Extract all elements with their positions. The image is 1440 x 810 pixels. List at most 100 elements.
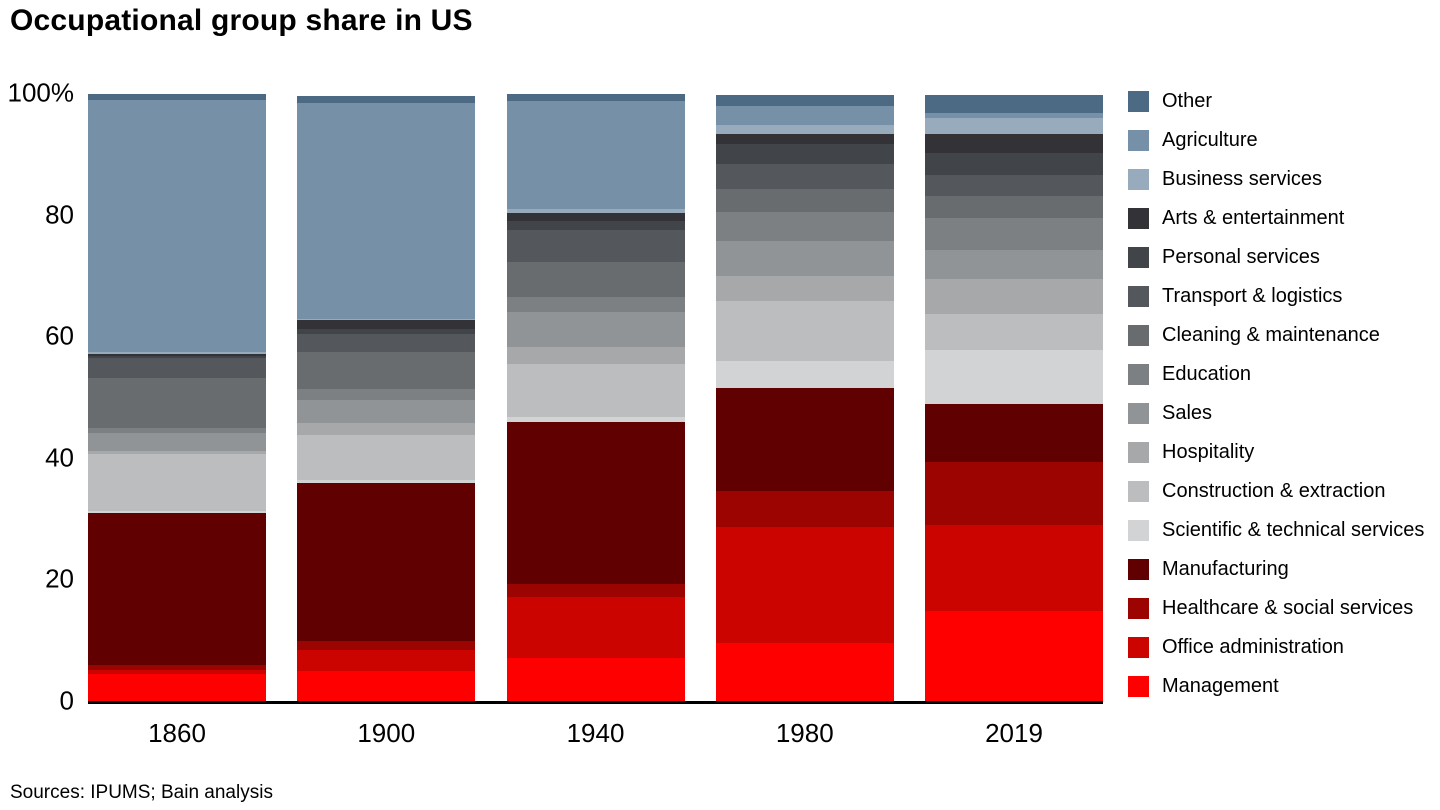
bar-segment — [715, 106, 894, 125]
y-tick-label-100: 100% — [7, 77, 75, 108]
bar-segment — [88, 358, 266, 379]
bar-segment — [715, 361, 894, 388]
bar-segment — [506, 261, 685, 297]
bar-segment — [925, 174, 1103, 197]
bar-segment — [88, 352, 266, 354]
bar-segment — [925, 196, 1103, 219]
legend-label: Office administration — [1162, 636, 1344, 658]
legend-item: Office administration — [1128, 636, 1428, 658]
legend-swatch-icon — [1128, 676, 1149, 697]
plot-area — [88, 93, 1103, 704]
legend-label: Education — [1162, 363, 1251, 385]
legend-item: Cleaning & maintenance — [1128, 324, 1428, 346]
legend-swatch-icon — [1128, 169, 1149, 190]
bar-segment — [297, 482, 476, 642]
bar-segment — [506, 221, 685, 230]
legend-label: Scientific & technical services — [1162, 519, 1425, 541]
bar-segment — [925, 525, 1103, 612]
bar-segment — [297, 641, 476, 650]
bar-segment — [925, 94, 1103, 114]
bar-segment — [506, 417, 685, 422]
legend-item: Other — [1128, 90, 1428, 112]
legend-swatch-icon — [1128, 481, 1149, 502]
chart-title: Occupational group share in US — [10, 4, 473, 37]
legend-label: Personal services — [1162, 246, 1320, 268]
bar-segment — [925, 249, 1103, 279]
x-tick-label-1900: 1900 — [357, 718, 416, 748]
source-note: Sources: IPUMS; Bain analysis — [10, 782, 273, 803]
legend-label: Manufacturing — [1162, 558, 1289, 580]
legend-swatch-icon — [1128, 403, 1149, 424]
legend-swatch-icon — [1128, 559, 1149, 580]
bar-segment — [297, 318, 476, 321]
bar-segment — [297, 423, 476, 435]
bar-segment — [715, 387, 894, 492]
bar-segment — [297, 400, 476, 424]
legend-label: Agriculture — [1162, 129, 1258, 151]
legend-label: Management — [1162, 675, 1279, 697]
bar-segment — [297, 388, 476, 401]
legend-item: Sales — [1128, 402, 1428, 424]
bar-segment — [88, 432, 266, 452]
legend-item: Transport & logistics — [1128, 285, 1428, 307]
legend-swatch-icon — [1128, 598, 1149, 619]
bar-segment — [715, 124, 894, 135]
bar-segment — [506, 101, 685, 209]
legend-label: Other — [1162, 90, 1213, 112]
bar-segment — [297, 102, 476, 319]
y-tick-label-0: 0 — [59, 685, 74, 716]
legend-item: Personal services — [1128, 246, 1428, 268]
stacked-bar-1980 — [715, 94, 894, 701]
bar-segment — [88, 356, 266, 359]
bar-segment — [297, 333, 476, 353]
y-tick-label-40: 40 — [45, 442, 74, 473]
bar-segment — [925, 218, 1103, 250]
legend-item: Scientific & technical services — [1128, 519, 1428, 541]
legend-item: Arts & entertainment — [1128, 207, 1428, 229]
bar-segment — [715, 164, 894, 190]
x-tick-label-1860: 1860 — [148, 718, 206, 748]
y-tick-label-80: 80 — [45, 199, 74, 230]
legend-item: Manufacturing — [1128, 558, 1428, 580]
bar-segment — [506, 597, 685, 658]
bar-segment — [506, 208, 685, 213]
bar-segment — [715, 491, 894, 527]
bar-segment — [925, 113, 1103, 119]
legend-label: Hospitality — [1162, 441, 1255, 463]
stacked-bar-1860 — [88, 93, 266, 701]
legend-item: Education — [1128, 363, 1428, 385]
bar-segment — [715, 643, 894, 701]
bar-segment — [715, 212, 894, 241]
legend-swatch-icon — [1128, 247, 1149, 268]
legend: Other Agriculture Business services Arts & … — [1128, 90, 1428, 715]
bar-segment — [88, 665, 266, 670]
bar-segment — [925, 403, 1103, 463]
bar-segment — [506, 311, 685, 348]
bar-segment — [88, 93, 266, 100]
legend-item: Hospitality — [1128, 441, 1428, 463]
bar-segment — [88, 451, 266, 455]
legend-item: Business services — [1128, 168, 1428, 190]
bar-segment — [925, 118, 1103, 135]
legend-swatch-icon — [1128, 286, 1149, 307]
bar-segment — [715, 526, 894, 644]
x-axis: 1860 1900 1940 1980 2019 — [88, 718, 1103, 758]
bar-segment — [506, 363, 685, 418]
y-axis: 100% 80 60 40 20 0 — [0, 0, 75, 810]
bar-segment — [506, 296, 685, 312]
bar-segment — [88, 378, 266, 429]
x-tick-label-1980: 1980 — [775, 718, 834, 748]
legend-swatch-icon — [1128, 130, 1149, 151]
bar-segment — [925, 278, 1103, 314]
x-tick-label-2019: 2019 — [985, 718, 1043, 748]
bar-segment — [88, 353, 266, 357]
legend-label: Business services — [1162, 168, 1323, 190]
bar-segment — [297, 649, 476, 671]
legend-swatch-icon — [1128, 442, 1149, 463]
bar-segment — [715, 276, 894, 301]
bar-segment — [88, 454, 266, 512]
legend-item: Construction & extraction — [1128, 480, 1428, 502]
bar-segment — [925, 313, 1103, 351]
stacked-bar-2019 — [925, 94, 1103, 701]
